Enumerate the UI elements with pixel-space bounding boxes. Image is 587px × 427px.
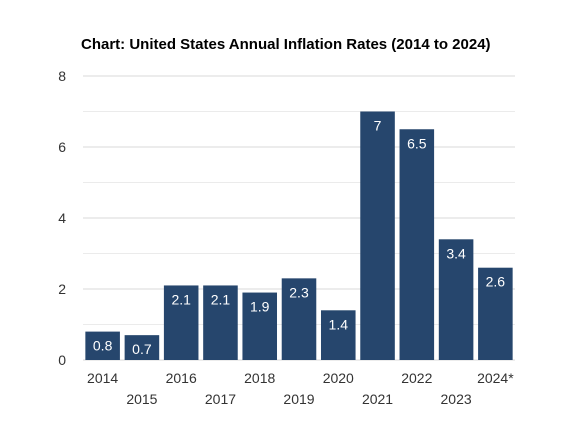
y-tick-label: 2 (58, 281, 66, 297)
x-tick-label: 2014 (87, 370, 118, 386)
y-tick-label: 0 (58, 352, 66, 368)
bar-value-label: 2.3 (289, 284, 309, 300)
bar (124, 335, 160, 360)
x-tick-label: 2017 (205, 391, 236, 407)
bar (281, 278, 317, 360)
y-axis-tick-labels: 0 2 4 6 8 (58, 68, 66, 368)
bar-value-label: 0.8 (93, 338, 113, 354)
bars (85, 111, 513, 360)
x-tick-label: 2021 (362, 391, 393, 407)
y-tick-label: 4 (58, 210, 66, 226)
bar-value-label: 2.1 (211, 291, 231, 307)
bar-value-label: 1.4 (329, 316, 349, 332)
x-tick-label: 2022 (401, 370, 432, 386)
bar (203, 285, 238, 360)
x-axis-tick-labels: 2014 2015 2016 2017 2018 2019 2020 2021 2022 2023… (87, 370, 514, 407)
bar-value-label: 7 (374, 118, 382, 134)
x-tick-label: 2023 (441, 391, 472, 407)
bar-value-label: 2.6 (486, 274, 506, 290)
y-tick-label: 6 (58, 139, 66, 155)
x-tick-label: 2019 (283, 391, 314, 407)
x-tick-label: 2024* (477, 370, 514, 386)
x-tick-label: 2018 (244, 370, 275, 386)
x-tick-label: 2020 (323, 370, 354, 386)
bar (360, 111, 395, 360)
bar (242, 292, 278, 360)
bar-value-label: 0.7 (132, 341, 152, 357)
x-tick-label: 2015 (126, 391, 157, 407)
chart-title: Chart: United States Annual Inflation Ra… (81, 36, 491, 53)
bar-value-label: 2.1 (171, 291, 191, 307)
bar (478, 267, 513, 360)
y-tick-label: 8 (58, 68, 66, 84)
bar (399, 129, 435, 360)
bar-value-label: 3.4 (446, 245, 466, 261)
bar-value-label: 1.9 (250, 299, 270, 315)
bar (85, 331, 120, 360)
bar (438, 239, 474, 360)
value-labels: 0.8 0.7 2.1 2.1 1.9 2.3 1.4 7 6.5 3.4 2.6 (93, 118, 505, 358)
bar (320, 310, 356, 360)
x-tick-label: 2016 (166, 370, 197, 386)
bar (163, 285, 199, 360)
bar-value-label: 6.5 (407, 135, 427, 151)
